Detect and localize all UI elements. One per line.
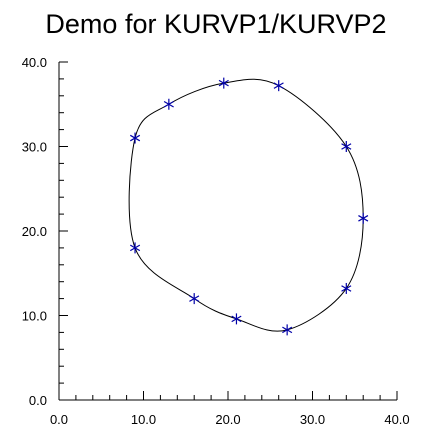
data-point-marker — [163, 98, 174, 110]
marker-stroke — [189, 295, 200, 302]
data-point-marker — [273, 80, 284, 92]
y-tick-label: 30.0 — [22, 140, 47, 155]
marker-stroke — [282, 326, 293, 334]
plot-area — [128, 77, 369, 336]
marker-stroke — [129, 134, 141, 142]
data-point-marker — [282, 324, 293, 336]
marker-stroke — [231, 315, 242, 323]
x-tick-label: 20.0 — [215, 412, 240, 427]
x-tick-label: 0.0 — [50, 412, 68, 427]
y-tick-label: 40.0 — [22, 55, 47, 70]
data-point-marker — [218, 77, 229, 89]
y-tick-label: 10.0 — [22, 309, 47, 324]
x-tick-label: 40.0 — [384, 412, 409, 427]
data-point-marker — [341, 282, 352, 294]
marker-stroke — [358, 215, 369, 222]
marker-stroke — [273, 82, 284, 89]
data-point-marker — [189, 293, 200, 305]
y-tick-label: 20.0 — [22, 224, 47, 239]
data-point-marker — [129, 242, 141, 254]
x-tick-label: 30.0 — [300, 412, 325, 427]
data-point-marker — [129, 132, 141, 144]
data-point-marker — [341, 141, 352, 152]
chart-title: Demo for KURVP1/KURVP2 — [45, 9, 386, 39]
marker-stroke — [129, 244, 141, 252]
x-tick-label: 10.0 — [131, 412, 156, 427]
y-tick-label: 0.0 — [29, 393, 47, 408]
data-point-marker — [358, 212, 369, 224]
curve-line — [128, 78, 364, 332]
marker-stroke — [341, 285, 352, 292]
axes: 0.0 10.0 20.0 30.0 40.0 0.0 10.0 20.0 30.0 40.0 — [22, 55, 410, 427]
marker-stroke — [341, 143, 352, 150]
marker-stroke — [163, 100, 174, 108]
marker-stroke — [218, 79, 229, 87]
data-point-marker — [231, 313, 242, 325]
